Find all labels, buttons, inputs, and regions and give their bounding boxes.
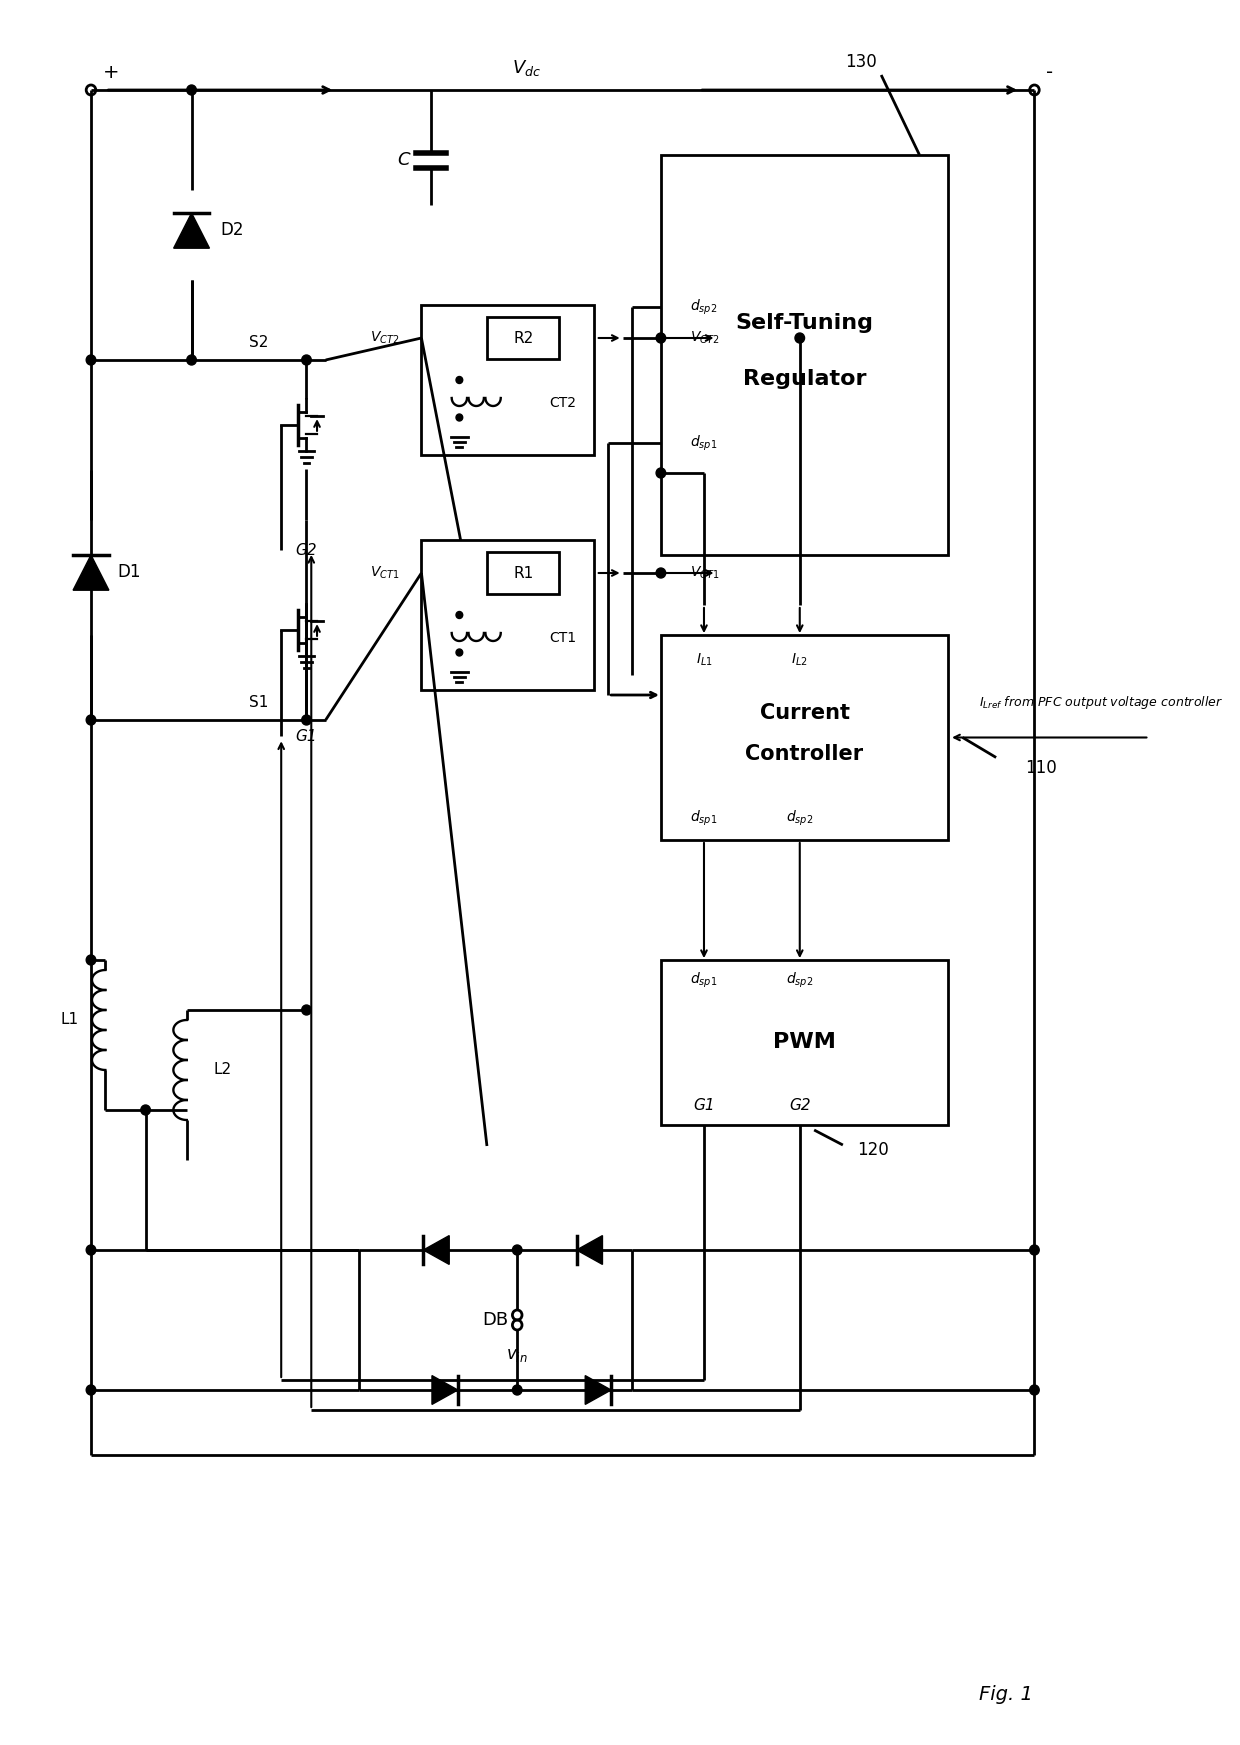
Circle shape: [456, 377, 463, 384]
Text: 120: 120: [857, 1141, 889, 1159]
Circle shape: [301, 715, 311, 724]
Circle shape: [87, 1244, 95, 1255]
Text: C: C: [397, 152, 410, 169]
Text: L1: L1: [61, 1012, 78, 1028]
Text: CT2: CT2: [549, 396, 577, 410]
Circle shape: [656, 569, 666, 578]
Circle shape: [1029, 1244, 1039, 1255]
Polygon shape: [585, 1375, 611, 1405]
Text: $d_{sp1}$: $d_{sp1}$: [689, 433, 717, 452]
Polygon shape: [577, 1235, 603, 1265]
Text: D1: D1: [118, 564, 141, 581]
Text: $V_{dc}$: $V_{dc}$: [512, 58, 542, 79]
Text: PWM: PWM: [773, 1033, 836, 1052]
Polygon shape: [174, 213, 210, 248]
Text: R1: R1: [513, 565, 533, 581]
Bar: [661, 960, 949, 1126]
Text: $I_{L1}$: $I_{L1}$: [696, 653, 712, 668]
Text: G2: G2: [789, 1098, 811, 1113]
Text: +: +: [103, 63, 119, 82]
Circle shape: [656, 468, 666, 478]
Text: Fig. 1: Fig. 1: [978, 1686, 1033, 1705]
Text: R2: R2: [513, 330, 533, 346]
Text: Self-Tuning: Self-Tuning: [735, 312, 873, 333]
Circle shape: [456, 611, 463, 618]
Text: $I_{L2}$: $I_{L2}$: [791, 653, 808, 668]
Text: -: -: [1045, 63, 1053, 82]
Text: DB: DB: [482, 1310, 508, 1330]
Circle shape: [187, 354, 196, 365]
Circle shape: [795, 333, 805, 344]
Text: L2: L2: [213, 1063, 232, 1077]
Text: $d_{sp1}$: $d_{sp1}$: [691, 808, 718, 827]
Text: $I_{Lref}$ from PFC output voltage controller: $I_{Lref}$ from PFC output voltage contr…: [980, 695, 1224, 710]
Circle shape: [87, 715, 95, 724]
Text: S1: S1: [249, 695, 268, 710]
Text: $V_{CT2}$: $V_{CT2}$: [371, 330, 399, 346]
Text: S2: S2: [249, 335, 268, 349]
Bar: [487, 551, 559, 593]
Text: $V_{CT1}$: $V_{CT1}$: [689, 565, 719, 581]
Circle shape: [301, 354, 311, 365]
Circle shape: [1029, 1386, 1039, 1394]
Text: $V_{CT2}$: $V_{CT2}$: [689, 330, 719, 346]
Text: $V_{CT1}$: $V_{CT1}$: [371, 565, 399, 581]
Text: $d_{sp2}$: $d_{sp2}$: [689, 297, 717, 316]
Circle shape: [301, 1005, 311, 1016]
Circle shape: [87, 1386, 95, 1394]
Text: Regulator: Regulator: [743, 368, 867, 389]
Text: 110: 110: [1024, 759, 1056, 777]
Polygon shape: [423, 1235, 449, 1265]
Text: Current: Current: [760, 703, 849, 722]
Text: $d_{sp2}$: $d_{sp2}$: [786, 808, 813, 827]
Text: $v_{in}$: $v_{in}$: [506, 1345, 528, 1365]
Text: D2: D2: [221, 222, 244, 239]
Text: G1: G1: [295, 729, 317, 743]
Text: Controller: Controller: [745, 743, 863, 764]
Text: 130: 130: [844, 52, 877, 72]
Bar: [487, 318, 559, 359]
Circle shape: [187, 86, 196, 94]
Circle shape: [512, 1386, 522, 1394]
Circle shape: [656, 333, 666, 344]
Polygon shape: [73, 555, 109, 590]
Circle shape: [512, 1244, 522, 1255]
Text: $d_{sp2}$: $d_{sp2}$: [786, 970, 813, 989]
Polygon shape: [432, 1375, 458, 1405]
Circle shape: [87, 955, 95, 965]
Text: G2: G2: [295, 543, 317, 557]
Bar: [422, 305, 594, 455]
Text: CT1: CT1: [549, 630, 577, 644]
Bar: [661, 635, 949, 839]
Bar: [422, 539, 594, 689]
Text: $d_{sp1}$: $d_{sp1}$: [691, 970, 718, 989]
Circle shape: [87, 354, 95, 365]
Circle shape: [456, 414, 463, 421]
Text: G1: G1: [693, 1098, 714, 1113]
Circle shape: [141, 1105, 150, 1115]
Circle shape: [456, 649, 463, 656]
Bar: [661, 155, 949, 555]
